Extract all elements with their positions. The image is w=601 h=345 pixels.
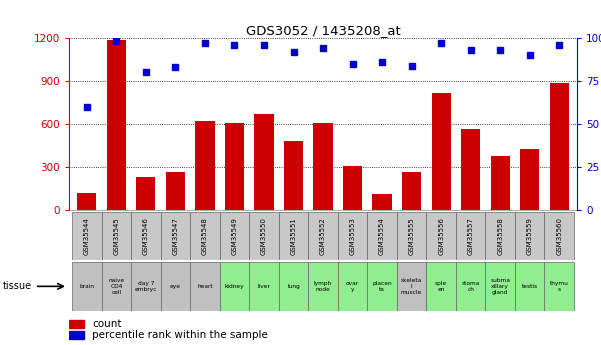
Text: GSM35555: GSM35555 bbox=[409, 217, 415, 255]
Bar bbox=[456, 262, 486, 310]
Text: lung: lung bbox=[287, 284, 300, 289]
Bar bbox=[515, 212, 545, 260]
Text: GSM35553: GSM35553 bbox=[350, 217, 356, 255]
Bar bbox=[195, 121, 215, 210]
Bar bbox=[308, 212, 338, 260]
Bar bbox=[397, 262, 426, 310]
Bar bbox=[136, 177, 156, 210]
Bar bbox=[343, 166, 362, 210]
Text: liver: liver bbox=[258, 284, 270, 289]
Text: GSM35560: GSM35560 bbox=[557, 217, 563, 255]
Bar bbox=[160, 212, 190, 260]
Text: subma
xillary
gland: subma xillary gland bbox=[490, 278, 510, 295]
Text: GSM35558: GSM35558 bbox=[497, 217, 503, 255]
Bar bbox=[456, 212, 486, 260]
Text: GSM35550: GSM35550 bbox=[261, 217, 267, 255]
Bar bbox=[486, 262, 515, 310]
Text: heart: heart bbox=[197, 284, 213, 289]
Bar bbox=[107, 40, 126, 210]
Bar bbox=[254, 114, 273, 210]
Bar bbox=[545, 262, 574, 310]
Bar bbox=[284, 141, 303, 210]
Bar bbox=[515, 262, 545, 310]
Text: GSM35547: GSM35547 bbox=[172, 217, 178, 255]
Text: GSM35554: GSM35554 bbox=[379, 217, 385, 255]
Text: sple
en: sple en bbox=[435, 281, 447, 292]
Text: day 7
embryc: day 7 embryc bbox=[135, 281, 157, 292]
Bar bbox=[166, 171, 185, 210]
Bar bbox=[102, 262, 131, 310]
Text: placen
ta: placen ta bbox=[372, 281, 392, 292]
Bar bbox=[367, 262, 397, 310]
Bar bbox=[432, 92, 451, 210]
Bar bbox=[397, 212, 426, 260]
Text: GSM35559: GSM35559 bbox=[526, 217, 532, 255]
Bar bbox=[78, 193, 96, 210]
Bar bbox=[490, 156, 510, 210]
Bar bbox=[72, 212, 102, 260]
Text: brain: brain bbox=[79, 284, 94, 289]
Bar bbox=[461, 128, 480, 210]
Text: lymph
node: lymph node bbox=[314, 281, 332, 292]
Bar bbox=[308, 262, 338, 310]
Text: GSM35548: GSM35548 bbox=[202, 217, 208, 255]
Bar bbox=[249, 262, 279, 310]
Text: GSM35551: GSM35551 bbox=[290, 217, 296, 255]
Text: GSM35544: GSM35544 bbox=[84, 217, 90, 255]
Text: skeleta
l
muscle: skeleta l muscle bbox=[401, 278, 423, 295]
Bar bbox=[220, 262, 249, 310]
Bar bbox=[314, 123, 332, 210]
Text: GSM35549: GSM35549 bbox=[231, 217, 237, 255]
Bar bbox=[338, 262, 367, 310]
Bar bbox=[545, 212, 574, 260]
Text: naive
CD4
cell: naive CD4 cell bbox=[108, 278, 124, 295]
Text: eye: eye bbox=[170, 284, 181, 289]
Text: count: count bbox=[93, 319, 122, 329]
Text: stoma
ch: stoma ch bbox=[462, 281, 480, 292]
Text: thymu
s: thymu s bbox=[550, 281, 569, 292]
Bar bbox=[373, 194, 392, 210]
Text: GSM35552: GSM35552 bbox=[320, 217, 326, 255]
Text: GSM35546: GSM35546 bbox=[143, 217, 149, 255]
Bar bbox=[367, 212, 397, 260]
Bar bbox=[426, 212, 456, 260]
Title: GDS3052 / 1435208_at: GDS3052 / 1435208_at bbox=[246, 24, 400, 37]
Bar bbox=[225, 123, 244, 210]
Text: kidney: kidney bbox=[225, 284, 244, 289]
Bar bbox=[550, 82, 569, 210]
Bar bbox=[190, 262, 220, 310]
Bar bbox=[220, 212, 249, 260]
Text: tissue: tissue bbox=[3, 282, 32, 291]
Bar bbox=[402, 172, 421, 210]
Bar bbox=[102, 212, 131, 260]
Bar bbox=[131, 212, 160, 260]
Bar bbox=[69, 320, 84, 328]
Bar bbox=[72, 262, 102, 310]
Bar bbox=[520, 149, 539, 210]
Bar bbox=[426, 262, 456, 310]
Bar bbox=[338, 212, 367, 260]
Text: GSM35556: GSM35556 bbox=[438, 217, 444, 255]
Text: testis: testis bbox=[522, 284, 538, 289]
Text: percentile rank within the sample: percentile rank within the sample bbox=[93, 330, 268, 340]
Bar bbox=[486, 212, 515, 260]
Text: GSM35545: GSM35545 bbox=[114, 217, 120, 255]
Bar bbox=[190, 212, 220, 260]
Bar bbox=[249, 212, 279, 260]
Bar bbox=[279, 262, 308, 310]
Bar bbox=[160, 262, 190, 310]
Bar bbox=[131, 262, 160, 310]
Bar bbox=[279, 212, 308, 260]
Bar bbox=[69, 331, 84, 339]
Text: ovar
y: ovar y bbox=[346, 281, 359, 292]
Text: GSM35557: GSM35557 bbox=[468, 217, 474, 255]
